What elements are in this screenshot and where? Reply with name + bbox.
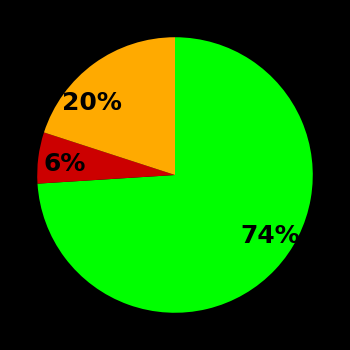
Wedge shape [37, 132, 175, 184]
Wedge shape [37, 37, 313, 313]
Text: 74%: 74% [240, 224, 300, 248]
Text: 6%: 6% [44, 152, 86, 176]
Text: 20%: 20% [63, 91, 122, 114]
Wedge shape [44, 37, 175, 175]
